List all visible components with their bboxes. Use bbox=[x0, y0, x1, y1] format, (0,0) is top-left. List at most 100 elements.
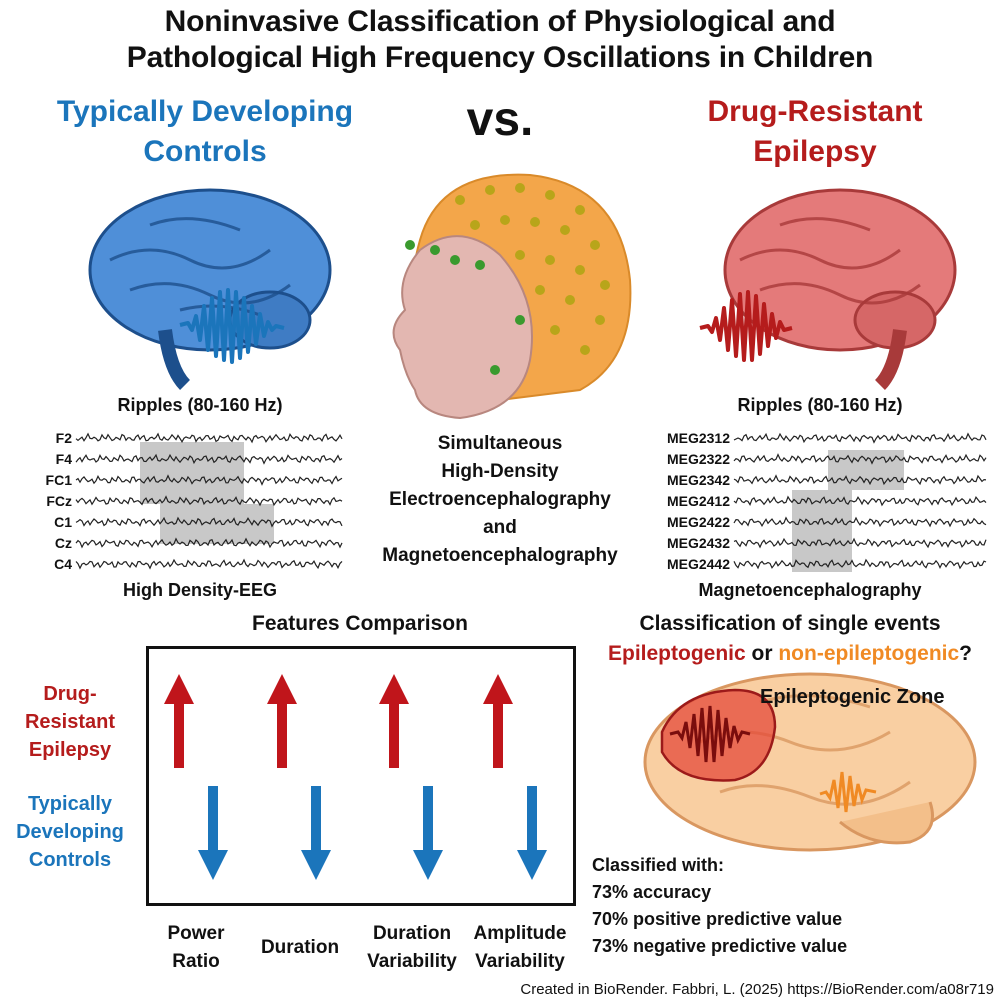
arrow-down-icon bbox=[198, 786, 228, 880]
signal-trace bbox=[75, 474, 343, 486]
title-line-1: Noninvasive Classification of Physiologi… bbox=[164, 5, 836, 38]
sensor-dots bbox=[405, 183, 610, 375]
feature-power-ratio: Power Ratio bbox=[146, 920, 246, 976]
recording-method-text: Simultaneous High-Density Electroencepha… bbox=[350, 430, 650, 570]
arrow-down-icon bbox=[301, 786, 331, 880]
eeg-channel-label: C1 bbox=[54, 514, 72, 530]
epileptogenic-label: Epileptogenic bbox=[607, 642, 746, 665]
arrow-up-icon bbox=[267, 674, 297, 768]
epileptogenic-ripple bbox=[669, 705, 751, 763]
arrow-up-icon bbox=[164, 674, 194, 768]
meg-channel-label: MEG2422 bbox=[666, 514, 730, 530]
center-text-line: Magnetoencephalography bbox=[382, 545, 618, 566]
meg-channel-label: MEG2442 bbox=[666, 556, 730, 572]
controls-heading-line-1: Typically Developing bbox=[56, 95, 354, 128]
title-line-2: Pathological High Frequency Oscillations… bbox=[126, 41, 874, 74]
vs-label: vs. bbox=[466, 93, 534, 146]
features-box bbox=[146, 646, 576, 906]
figure-title: Noninvasive Classification of Physiologi… bbox=[0, 4, 1000, 76]
feature-label-line: Variability bbox=[367, 951, 457, 972]
center-text-line: High-Density bbox=[441, 461, 559, 482]
eeg-label: High Density-EEG bbox=[122, 580, 278, 600]
or-label: or bbox=[745, 642, 779, 665]
epileptogenic-zone-label: Epileptogenic Zone bbox=[760, 686, 945, 708]
epilepsy-ripples-label: Ripples (80-160 Hz) bbox=[737, 395, 903, 415]
highlight-window bbox=[828, 450, 904, 490]
center-text-line: and bbox=[483, 517, 517, 538]
dre-row-label-line: Resistant bbox=[24, 711, 116, 733]
controls-ripple-wave bbox=[179, 288, 285, 364]
meg-channel-label: MEG2342 bbox=[666, 472, 730, 488]
feature-amplitude-variability: Amplitude Variability bbox=[464, 920, 576, 976]
feature-label-line: Duration bbox=[372, 923, 452, 944]
dre-row-label: Drug- Resistant Epilepsy bbox=[0, 680, 140, 764]
non-epileptogenic-ripple bbox=[819, 771, 877, 813]
epileptogenic-zone-brain bbox=[643, 672, 977, 852]
head-with-sensor-cap bbox=[392, 173, 632, 420]
signal-trace bbox=[733, 432, 987, 444]
dre-row-label-line: Epilepsy bbox=[28, 739, 112, 761]
highlight-window bbox=[140, 442, 244, 504]
eeg-channel-label: C4 bbox=[54, 556, 72, 572]
feature-label-line: Amplitude bbox=[473, 923, 567, 944]
signal-trace bbox=[75, 537, 343, 549]
meg-channel-list: MEG2312 MEG2322 MEG2342 MEG2412 MEG2422 … bbox=[632, 428, 730, 575]
eeg-traces bbox=[75, 432, 343, 570]
signal-trace bbox=[733, 495, 987, 507]
eeg-channel-label: FC1 bbox=[45, 472, 72, 488]
meg-label: Magnetoencephalography bbox=[698, 580, 922, 600]
tdc-row-label-line: Developing bbox=[16, 821, 124, 843]
tdc-row-label-line: Typically bbox=[27, 793, 113, 815]
epilepsy-heading-line-2: Epilepsy bbox=[753, 135, 877, 168]
signal-trace bbox=[75, 516, 343, 528]
credit-line: Created in BioRender. Fabbri, L. (2025) … bbox=[520, 981, 994, 998]
controls-brain-illustration bbox=[88, 188, 332, 390]
result-npv: 73% negative predictive value bbox=[592, 936, 848, 956]
classification-question: Epileptogenic or non-epileptogenic? bbox=[580, 642, 1000, 666]
center-text-line: Electroencephalography bbox=[389, 489, 611, 510]
highlight-window bbox=[792, 490, 852, 572]
controls-ripples-label: Ripples (80-160 Hz) bbox=[117, 395, 283, 415]
epilepsy-ripple-wave bbox=[699, 290, 793, 362]
arrow-up-icon bbox=[379, 674, 409, 768]
tdc-row-label-line: Controls bbox=[28, 849, 112, 871]
signal-trace bbox=[733, 474, 987, 486]
tdc-row-label: Typically Developing Controls bbox=[0, 790, 140, 874]
epilepsy-brain-illustration bbox=[699, 188, 957, 390]
meg-channel-label: MEG2432 bbox=[666, 535, 730, 551]
meg-traces bbox=[733, 432, 987, 572]
dre-row-label-line: Drug- bbox=[43, 683, 97, 705]
classification-title: Classification of single events bbox=[639, 612, 941, 635]
epilepsy-heading: Drug-Resistant Epilepsy bbox=[660, 92, 970, 172]
signal-trace bbox=[75, 453, 343, 465]
question-mark: ? bbox=[959, 642, 972, 665]
classification-results: Classified with: 73% accuracy 70% positi… bbox=[592, 852, 912, 960]
signal-trace bbox=[733, 453, 987, 465]
signal-trace bbox=[733, 516, 987, 528]
results-heading: Classified with: bbox=[592, 855, 725, 875]
feature-duration-variability: Duration Variability bbox=[360, 920, 464, 976]
feature-label-line: Variability bbox=[475, 951, 565, 972]
features-title: Features Comparison bbox=[252, 612, 468, 635]
arrow-up-icon bbox=[483, 674, 513, 768]
signal-trace bbox=[75, 432, 343, 444]
eeg-channel-label: FCz bbox=[46, 493, 72, 509]
signal-trace bbox=[733, 537, 987, 549]
feature-label-line: Ratio bbox=[172, 951, 220, 972]
signal-trace bbox=[75, 558, 343, 570]
eeg-channel-label: F2 bbox=[55, 430, 72, 446]
meg-channel-label: MEG2412 bbox=[666, 493, 730, 509]
eeg-channel-list: F2 F4 FC1 FCz C1 Cz C4 bbox=[20, 428, 72, 575]
arrow-down-icon bbox=[413, 786, 443, 880]
controls-heading: Typically Developing Controls bbox=[40, 92, 370, 172]
eeg-channel-label: Cz bbox=[54, 535, 72, 551]
center-text-line: Simultaneous bbox=[437, 433, 563, 454]
result-accuracy: 73% accuracy bbox=[592, 882, 712, 902]
feature-duration: Duration bbox=[250, 934, 350, 962]
signal-trace bbox=[75, 495, 343, 507]
controls-heading-line-2: Controls bbox=[143, 135, 267, 168]
highlight-window bbox=[160, 504, 274, 544]
arrow-down-icon bbox=[517, 786, 547, 880]
eeg-channel-label: F4 bbox=[55, 451, 72, 467]
signal-trace bbox=[733, 558, 987, 570]
